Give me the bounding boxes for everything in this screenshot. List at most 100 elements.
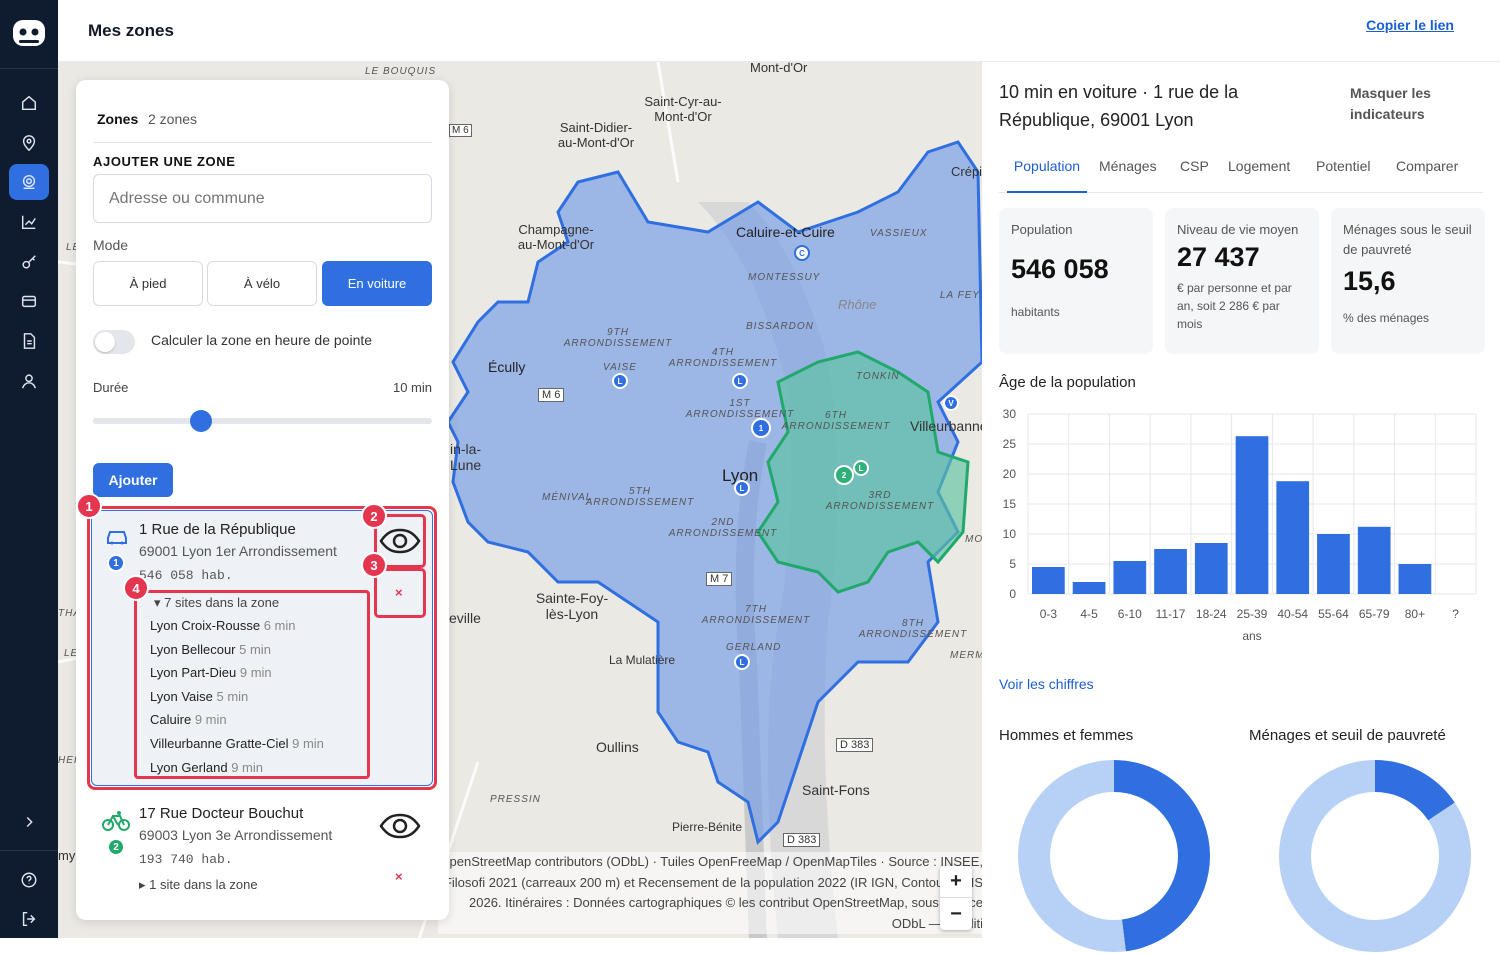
list-item: Lyon Vaise 5 min: [150, 688, 249, 704]
map-label: Villeurbanne: [910, 418, 982, 434]
map-label: D 383: [836, 738, 874, 752]
tab-logement[interactable]: Logement: [1228, 158, 1291, 174]
map-label: 1ST ARRONDISSEMENT: [685, 398, 795, 420]
map-label: Oullins: [596, 739, 639, 755]
eye-icon[interactable]: [377, 518, 423, 564]
hide-indicators-button[interactable]: Masquer les indicateurs: [1350, 85, 1431, 122]
mode-label: Mode: [93, 237, 129, 253]
highlight-frame: [374, 514, 426, 568]
map[interactable]: LE BOUQUIS Mont-d'Or Saint-Cyr-au-Mont-d…: [58, 62, 982, 938]
map-label: VAISE: [603, 362, 637, 373]
map-label: Caluire-et-Cuire: [736, 224, 835, 240]
eye-icon[interactable]: [377, 803, 423, 849]
zone-number-badge: 2: [107, 838, 125, 856]
map-label: HEI: [58, 755, 78, 766]
donut-slice: [1018, 760, 1210, 952]
tab-menages[interactable]: Ménages: [1099, 158, 1157, 174]
duration-label: Durée: [93, 380, 129, 395]
site-marker[interactable]: L: [734, 654, 750, 670]
map-label: Lyon: [722, 466, 759, 485]
map-label: Écully: [488, 359, 526, 375]
y-tick-label: 30: [1003, 407, 1017, 421]
map-label: LE: [64, 648, 79, 659]
duration-value: 10 min: [392, 380, 432, 395]
add-zone-button[interactable]: Ajouter: [93, 463, 173, 497]
site-marker[interactable]: L: [612, 373, 628, 389]
map-label: M 6: [538, 388, 565, 402]
map-label: Saint-Fons: [802, 782, 870, 798]
map-label: La Mulatière: [609, 653, 676, 667]
remove-zone-button[interactable]: ×: [395, 869, 403, 884]
site-marker[interactable]: C: [794, 245, 810, 261]
annotation-badge: 2: [361, 503, 387, 529]
kpi-value: 15,6: [1343, 266, 1396, 296]
copy-link-button[interactable]: Copier le lien: [1366, 17, 1454, 33]
list-item: Caluire 9 min: [150, 712, 227, 728]
map-attribution: OpenStreetMap contributors (ODbL) · Tuil…: [438, 852, 982, 934]
home-icon[interactable]: [9, 85, 49, 121]
bar: [1398, 564, 1432, 594]
mode-car-button[interactable]: En voiture: [322, 261, 432, 306]
kpi-value: 27 437: [1177, 242, 1260, 272]
zoom-in-button[interactable]: +: [940, 866, 972, 898]
map-label: BISSARDON: [746, 321, 814, 332]
list-item: Lyon Croix-Rousse 6 min: [150, 618, 296, 633]
sites-list: ▾ 7 sites dans la zone Lyon Croix-Rousse…: [134, 590, 370, 779]
chart-icon[interactable]: [9, 204, 49, 240]
zone-origin-marker[interactable]: 1: [751, 418, 771, 438]
tab-comparer[interactable]: Comparer: [1396, 158, 1459, 174]
user-icon[interactable]: [9, 363, 49, 399]
zone-subtitle: 69001 Lyon 1er Arrondissement: [139, 543, 337, 559]
donut-title: Ménages et seuil de pauvreté: [1249, 727, 1446, 744]
chevron-right-icon[interactable]: [9, 804, 49, 840]
document-icon[interactable]: [9, 323, 49, 359]
duration-slider[interactable]: [93, 410, 432, 432]
card-icon[interactable]: [9, 283, 49, 319]
sites-header[interactable]: ▸ 1 site dans la zone: [139, 877, 258, 892]
x-tick-label: ?: [1452, 607, 1459, 621]
sites-header[interactable]: ▾ 7 sites dans la zone: [154, 595, 280, 610]
tab-population[interactable]: Population: [1007, 158, 1087, 193]
x-tick-label: 4-5: [1080, 607, 1098, 621]
site-marker[interactable]: L: [734, 480, 750, 496]
mode-bike-button[interactable]: À vélo: [207, 261, 317, 306]
bar: [1235, 436, 1269, 594]
zones-icon[interactable]: [9, 164, 49, 200]
zoom-out-button[interactable]: −: [950, 902, 962, 925]
map-label: 3RD ARRONDISSEMENT: [825, 490, 935, 512]
map-label: D 383: [783, 833, 821, 847]
logo-icon: [13, 20, 45, 46]
zone-origin-marker[interactable]: 2: [834, 465, 854, 485]
zone-population: 193 740 hab.: [139, 852, 233, 867]
key-icon[interactable]: [9, 244, 49, 280]
map-pin-icon[interactable]: [9, 125, 49, 161]
map-label: LE BOUQUIS: [365, 66, 437, 77]
duration-slider-thumb[interactable]: [190, 410, 213, 432]
x-tick-label: 0-3: [1040, 607, 1058, 621]
view-figures-link[interactable]: Voir les chiffres: [999, 676, 1094, 692]
address-input[interactable]: [93, 174, 432, 223]
tab-potentiel[interactable]: Potentiel: [1316, 158, 1371, 174]
x-tick-label: 11-17: [1156, 607, 1186, 621]
highlight-frame: [87, 506, 437, 790]
remove-zone-button[interactable]: ×: [395, 585, 403, 600]
map-label: Mont-d'Or: [750, 62, 808, 75]
map-label: 9TH ARRONDISSEMENT: [563, 327, 673, 349]
annotation-badge: 3: [361, 552, 387, 578]
tab-csp[interactable]: CSP: [1180, 158, 1209, 174]
map-label: 8TH ARRONDISSEMENT: [858, 618, 968, 640]
map-label: my: [58, 848, 76, 863]
site-marker[interactable]: L: [853, 460, 869, 476]
help-icon[interactable]: [9, 862, 49, 898]
map-label: Saint-Didier-au-Mont-d'Or: [557, 120, 635, 150]
map-label: Rhône: [838, 297, 877, 312]
peak-hour-toggle[interactable]: [93, 330, 135, 354]
site-marker[interactable]: V: [943, 395, 959, 411]
logout-icon[interactable]: [9, 901, 49, 937]
y-tick-label: 20: [1003, 467, 1017, 481]
map-label: Saint-Cyr-au-Mont-d'Or: [644, 94, 722, 124]
site-marker[interactable]: L: [732, 373, 748, 389]
mode-walk-button[interactable]: À pied: [93, 261, 203, 306]
kpi-label: Population: [1011, 222, 1073, 237]
zone-summary-title: 10 min en voiture · 1 rue de la Républiq…: [999, 82, 1239, 130]
